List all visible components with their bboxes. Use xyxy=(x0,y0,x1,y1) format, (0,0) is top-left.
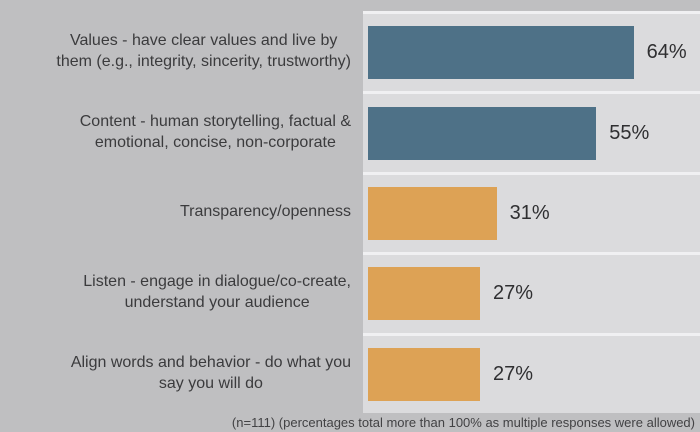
value-label: 27% xyxy=(493,282,534,305)
bar xyxy=(368,106,597,160)
bar xyxy=(368,267,481,321)
bar xyxy=(368,186,497,240)
category-label: Content - human storytelling, factual & e… xyxy=(79,112,351,151)
bar-row: 27% xyxy=(363,332,700,413)
category-label-cell: Content - human storytelling, factual & e… xyxy=(0,91,363,171)
category-label-cell: Transparency/openness xyxy=(0,172,363,252)
category-label: Listen - engage in dialogue/co-create, un… xyxy=(83,273,351,312)
bar-row: 31% xyxy=(363,171,700,252)
value-label: 27% xyxy=(493,362,534,385)
chart-panel: 64% 55% 31% 27% 27% xyxy=(363,11,700,413)
category-label: Values - have clear values and live by th… xyxy=(56,32,351,71)
bar xyxy=(368,347,481,401)
bar-row: 27% xyxy=(363,252,700,332)
value-label: 55% xyxy=(609,121,650,144)
chart-footnote: (n=111) (percentages total more than 100… xyxy=(231,415,695,430)
category-label-cell: Align words and behavior - do what you sa… xyxy=(0,333,363,413)
label-column: Values - have clear values and live by th… xyxy=(0,11,363,413)
category-label-cell: Listen - engage in dialogue/co-create, un… xyxy=(0,252,363,332)
category-label-cell: Values - have clear values and live by th… xyxy=(0,11,363,91)
value-label: 64% xyxy=(646,41,687,64)
bar xyxy=(368,26,634,80)
category-label: Align words and behavior - do what you sa… xyxy=(70,353,351,392)
bar-row: 64% xyxy=(363,11,700,91)
bar-row: 55% xyxy=(363,91,700,171)
value-label: 31% xyxy=(509,201,550,224)
category-label: Transparency/openness xyxy=(179,203,351,221)
